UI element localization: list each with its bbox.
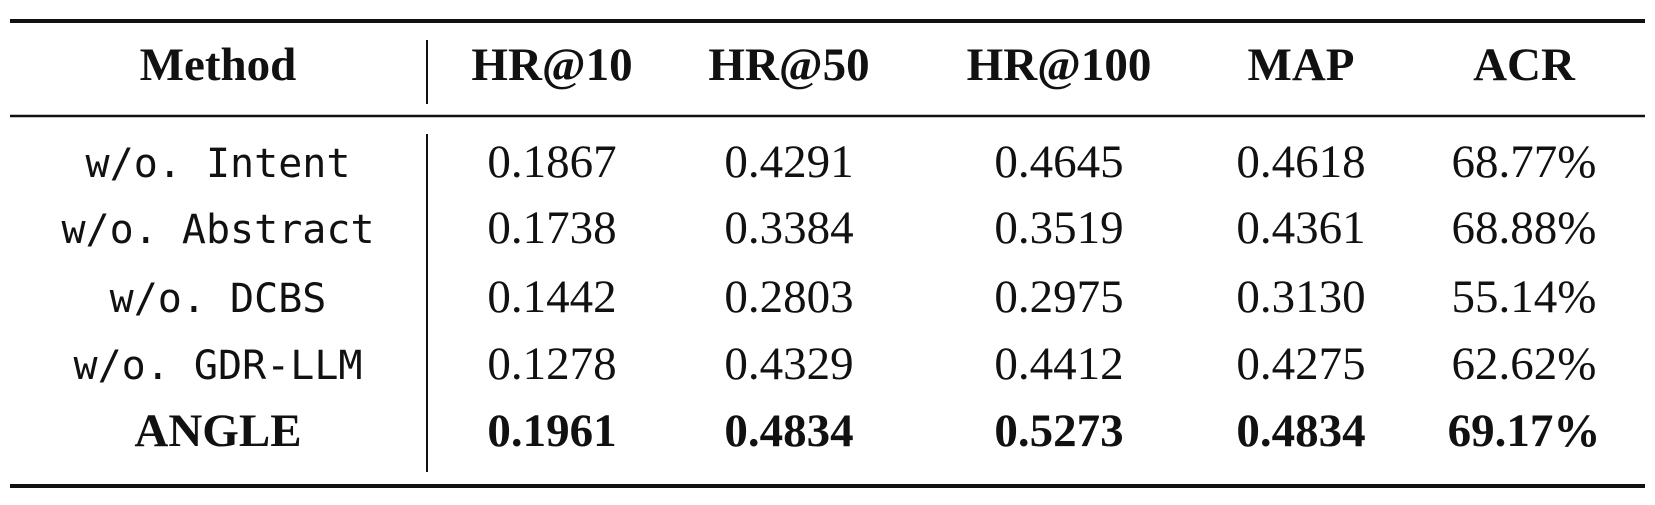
value-cell: 0.1278 — [487, 338, 616, 390]
value-cell: 0.4645 — [994, 136, 1123, 188]
value-cell: 0.3130 — [1236, 271, 1365, 323]
value-cell: 0.4275 — [1236, 338, 1365, 390]
value-cell: 62.62% — [1452, 338, 1597, 390]
method-cell: w/o. GDR-LLM — [74, 343, 363, 389]
value-cell: 0.1961 — [487, 405, 616, 457]
value-cell: 0.4834 — [1236, 405, 1365, 457]
value-cell: 68.77% — [1452, 136, 1597, 188]
header-cell: HR@50 — [708, 39, 869, 91]
value-cell: 0.1442 — [487, 271, 616, 323]
value-cell: 69.17% — [1448, 405, 1601, 457]
method-cell: ANGLE — [134, 405, 301, 457]
value-cell: 0.4329 — [724, 338, 853, 390]
value-cell: 0.4618 — [1236, 136, 1365, 188]
value-cell: 0.2803 — [724, 271, 853, 323]
value-cell: 68.88% — [1452, 202, 1597, 254]
value-cell: 55.14% — [1452, 271, 1597, 323]
method-cell: w/o. Intent — [86, 141, 351, 187]
header-cell: MAP — [1247, 39, 1354, 91]
value-cell: 0.1738 — [487, 202, 616, 254]
header-cell: HR@10 — [471, 39, 632, 91]
value-cell: 0.2975 — [994, 271, 1123, 323]
value-cell: 0.4412 — [994, 338, 1123, 390]
method-cell: w/o. DCBS — [110, 276, 327, 322]
value-cell: 0.4361 — [1236, 202, 1365, 254]
value-cell: 0.5273 — [994, 405, 1123, 457]
value-cell: 0.1867 — [487, 136, 616, 188]
header-cell: HR@100 — [967, 39, 1152, 91]
value-cell: 0.3519 — [994, 202, 1123, 254]
method-cell: w/o. Abstract — [61, 207, 374, 253]
header-cell: ACR — [1473, 39, 1576, 91]
value-cell: 0.4291 — [724, 136, 853, 188]
value-cell: 0.4834 — [724, 405, 853, 457]
header-cell: Method — [140, 39, 297, 91]
value-cell: 0.3384 — [724, 202, 853, 254]
